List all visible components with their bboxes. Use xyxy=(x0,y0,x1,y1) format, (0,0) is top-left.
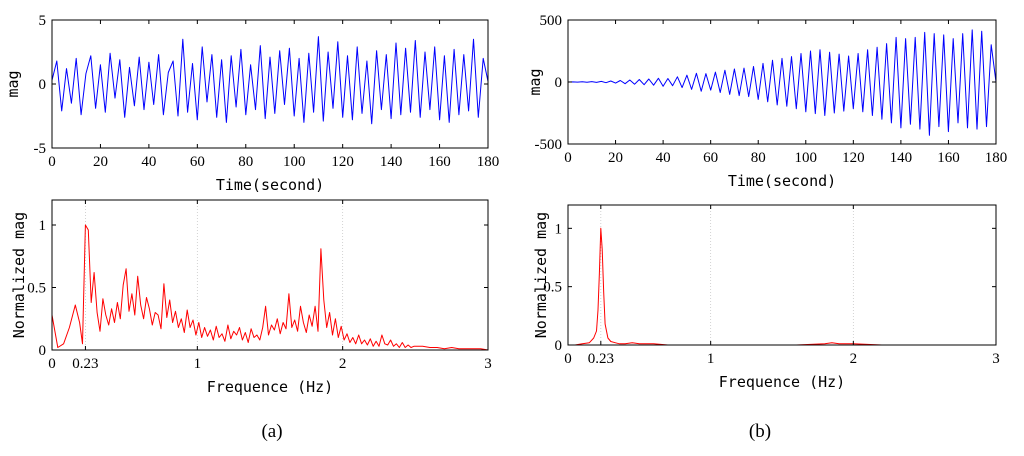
a-top-xtick-label: 80 xyxy=(238,154,253,170)
a-top-xtick-label: 160 xyxy=(428,154,451,170)
b-top-xtick-label: 100 xyxy=(795,150,818,166)
b-bottom-xtick-label: 0.23 xyxy=(588,351,614,367)
b-bottom-xtick-label: 2 xyxy=(850,351,858,367)
b-bottom-axes-frame xyxy=(567,204,997,346)
b-top-xtick-label: 40 xyxy=(656,150,671,166)
b-bottom-ylabel: Normalized mag xyxy=(532,212,550,338)
a-bottom-ylabel: Normalized mag xyxy=(10,212,28,338)
a-top-xtick-label: 20 xyxy=(93,154,108,170)
b-top-xtick-label: 0 xyxy=(564,150,572,166)
a-bottom-xtick-label: 3 xyxy=(484,356,492,372)
b-top-xtick-label: 80 xyxy=(751,150,766,166)
a-bottom-xtick-label: 0.23 xyxy=(72,356,98,372)
a-top-xtick-label: 0 xyxy=(48,154,56,170)
b-top-series-line xyxy=(567,29,997,136)
a-top-xtick-label: 100 xyxy=(283,154,306,170)
b-top-xtick-label: 60 xyxy=(703,150,718,166)
b-bottom-xtick-label: 1 xyxy=(707,351,715,367)
a-top-xtick-label: 140 xyxy=(380,154,403,170)
a-top-ylabel: mag xyxy=(4,70,22,97)
b-top-xtick-label: 20 xyxy=(608,150,623,166)
a-top-ytick-label: 0 xyxy=(39,77,47,93)
b-top-xtick-label: 120 xyxy=(842,150,865,166)
b-bottom-ytick-label: 1 xyxy=(555,221,563,237)
a-top-xtick-label: 40 xyxy=(141,154,156,170)
b-bottom-xlabel: Frequence (Hz) xyxy=(719,373,845,391)
b-bottom-ytick-label: 0 xyxy=(555,338,563,354)
b-bottom-ytick-label: 0.5 xyxy=(543,280,562,296)
a-bottom-xtick-label: 0 xyxy=(48,356,56,372)
b-top-xtick-label: 140 xyxy=(890,150,913,166)
a-bottom-xtick-label: 2 xyxy=(339,356,347,372)
b-top-ytick-label: 0 xyxy=(555,75,563,91)
b-top-ytick-label: -500 xyxy=(535,137,563,153)
a-bottom-series-line xyxy=(51,224,489,351)
a-top-series-line xyxy=(51,36,489,125)
a-top-xtick-label: 120 xyxy=(331,154,354,170)
b-top-xtick-label: 160 xyxy=(937,150,960,166)
a-bottom-ytick-label: 1 xyxy=(39,218,47,234)
caption-a: (a) xyxy=(261,421,282,442)
a-bottom-xlabel: Frequence (Hz) xyxy=(207,378,333,396)
a-top-xlabel: Time(second) xyxy=(216,176,324,194)
b-top-ylabel: mag xyxy=(526,68,544,95)
caption-b: (b) xyxy=(749,421,771,442)
a-bottom-axes-frame xyxy=(51,199,489,351)
b-bottom-xtick-label: 0 xyxy=(564,351,572,367)
a-bottom-ytick-label: 0 xyxy=(39,343,47,359)
a-top-xtick-label: 60 xyxy=(190,154,205,170)
a-bottom-ytick-label: 0.5 xyxy=(27,281,46,297)
a-top-ytick-label: -5 xyxy=(34,141,47,157)
a-top-ytick-label: 5 xyxy=(39,13,47,29)
a-top-xtick-label: 180 xyxy=(477,154,500,170)
b-top-ytick-label: 500 xyxy=(540,13,563,29)
b-bottom-series-line xyxy=(568,227,996,346)
b-bottom-xtick-label: 3 xyxy=(992,351,1000,367)
b-top-xtick-label: 180 xyxy=(985,150,1008,166)
a-bottom-xtick-label: 1 xyxy=(194,356,202,372)
b-top-xlabel: Time(second) xyxy=(728,172,836,190)
